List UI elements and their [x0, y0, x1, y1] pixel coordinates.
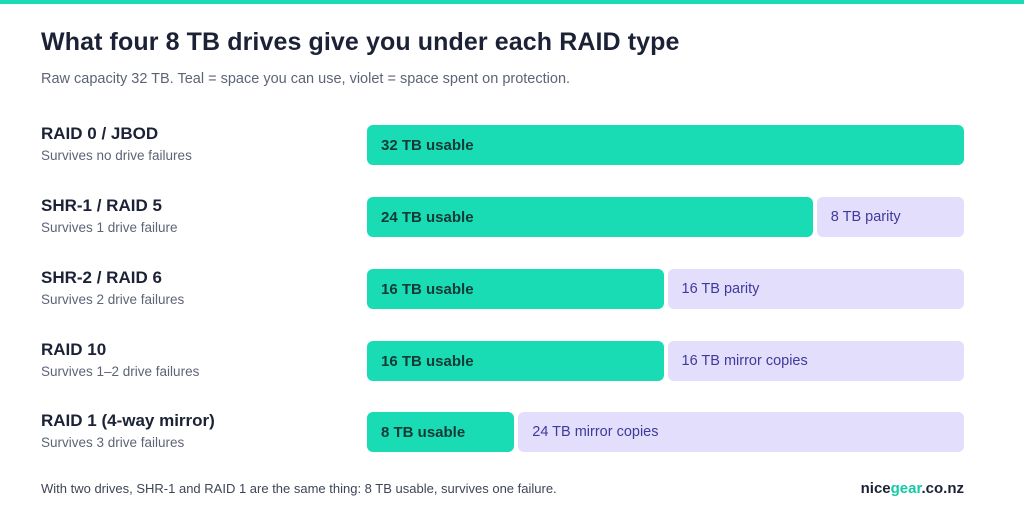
category-label: RAID 1 (4-way mirror)	[41, 411, 215, 430]
footnote: With two drives, SHR-1 and RAID 1 are th…	[41, 481, 557, 496]
usable-bar: 24 TB usable	[367, 197, 813, 237]
category-subtitle: Survives 3 drive failures	[41, 435, 185, 450]
usable-bar: 16 TB usable	[367, 341, 664, 381]
usable-bar: 8 TB usable	[367, 412, 515, 452]
bar-row: RAID 0 / JBOD Survives no drive failures 3…	[0, 124, 1024, 168]
usable-bar: 32 TB usable	[367, 125, 964, 165]
protection-bar: 24 TB mirror copies	[518, 412, 964, 452]
protection-bar: 16 TB parity	[667, 269, 964, 309]
protection-bar-label: 16 TB mirror copies	[681, 353, 808, 369]
bar-row: RAID 1 (4-way mirror) Survives 3 drive fa…	[0, 411, 1024, 455]
category-subtitle: Survives 2 drive failures	[41, 292, 185, 307]
row-label: RAID 0 / JBOD Survives no drive failures	[41, 124, 192, 165]
brand-logo: nicegear.co.nz	[861, 480, 964, 497]
bar-row: RAID 10 Survives 1–2 drive failures 16 TB …	[0, 340, 1024, 384]
category-label: RAID 0 / JBOD	[41, 124, 159, 143]
protection-bar-label: 24 TB mirror copies	[532, 424, 659, 440]
row-label: RAID 1 (4-way mirror) Survives 3 drive fa…	[41, 411, 215, 452]
row-label: SHR-2 / RAID 6 Survives 2 drive failures	[41, 268, 184, 309]
protection-bar-label: 16 TB parity	[681, 281, 760, 297]
brand-part-nice: nice	[860, 480, 891, 497]
category-label: SHR-2 / RAID 6	[41, 268, 162, 287]
category-subtitle: Survives no drive failures	[41, 148, 192, 163]
category-subtitle: Survives 1 drive failure	[41, 220, 178, 235]
chart-title: What four 8 TB drives give you under eac…	[41, 28, 680, 56]
top-accent-bar	[0, 0, 1024, 4]
category-subtitle: Survives 1–2 drive failures	[41, 364, 200, 379]
protection-bar: 16 TB mirror copies	[667, 341, 964, 381]
brand-part-gear: gear	[890, 480, 922, 497]
category-label: RAID 10	[41, 340, 107, 359]
bar-row: SHR-2 / RAID 6 Survives 2 drive failures 1…	[0, 268, 1024, 312]
usable-bar-label: 8 TB usable	[381, 423, 466, 441]
row-label: RAID 10 Survives 1–2 drive failures	[41, 340, 199, 381]
brand-part-domain: .co.nz	[921, 480, 964, 497]
chart-subtitle: Raw capacity 32 TB. Teal = space you can…	[41, 71, 571, 87]
category-label: SHR-1 / RAID 5	[41, 196, 162, 215]
row-label: SHR-1 / RAID 5 Survives 1 drive failure	[41, 196, 178, 237]
usable-bar-label: 24 TB usable	[381, 208, 474, 226]
usable-bar: 16 TB usable	[367, 269, 664, 309]
protection-bar: 8 TB parity	[816, 197, 964, 237]
protection-bar-label: 8 TB parity	[830, 209, 901, 225]
usable-bar-label: 32 TB usable	[381, 136, 474, 154]
bar-row: SHR-1 / RAID 5 Survives 1 drive failure 24…	[0, 196, 1024, 240]
usable-bar-label: 16 TB usable	[381, 352, 474, 370]
usable-bar-label: 16 TB usable	[381, 280, 474, 298]
